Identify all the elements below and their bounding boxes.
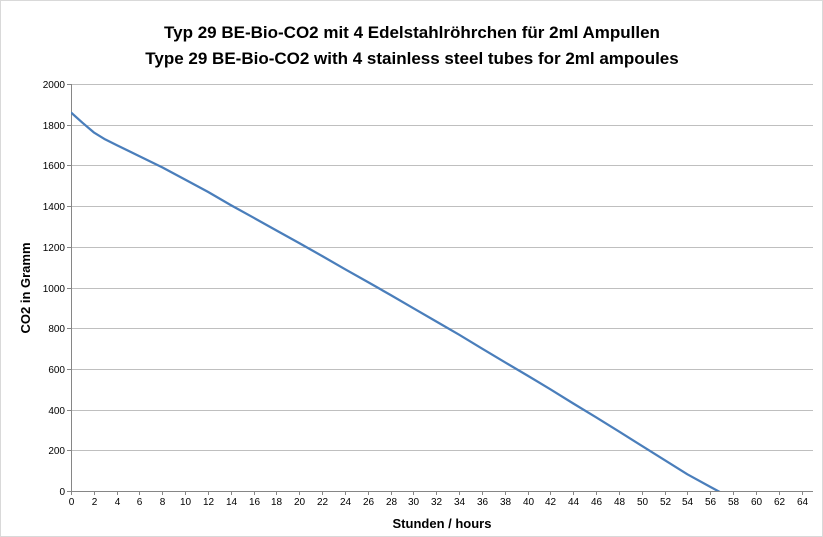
x-tick-label: 30 <box>408 497 420 508</box>
x-tick-label: 22 <box>317 497 329 508</box>
x-tick-label: 56 <box>705 497 717 508</box>
y-tick-label: 600 <box>48 365 65 376</box>
plot-area <box>71 111 721 491</box>
x-tick-label: 58 <box>728 497 740 508</box>
x-tick-label: 50 <box>637 497 649 508</box>
x-tick-label: 64 <box>797 497 809 508</box>
y-tick-label: 400 <box>48 406 65 417</box>
gridlines <box>71 84 813 451</box>
y-tick-label: 1400 <box>43 202 66 213</box>
x-axis-ticks: 0 2 4 6 8 10 12 14 16 18 20 22 24 26 28 30 32 34 36 38 40 42 4… <box>69 491 809 508</box>
x-tick-label: 16 <box>249 497 261 508</box>
x-tick-label: 0 <box>69 497 75 508</box>
chart-title: Typ 29 BE-Bio-CO2 mit 4 Edelstahlröhrche… <box>164 23 660 42</box>
y-tick-label: 1600 <box>43 161 66 172</box>
x-tick-label: 62 <box>774 497 786 508</box>
x-tick-label: 12 <box>203 497 215 508</box>
x-tick-label: 14 <box>226 497 238 508</box>
chart-subtitle: Type 29 BE-Bio-CO2 with 4 stainless stee… <box>145 49 678 68</box>
y-axis-ticks: 0 200 400 600 800 1000 1200 1400 1600 1800 2000 <box>43 80 71 498</box>
x-tick-label: 18 <box>271 497 283 508</box>
x-tick-label: 10 <box>180 497 192 508</box>
x-tick-label: 24 <box>340 497 352 508</box>
axes <box>71 84 813 492</box>
x-tick-label: 46 <box>591 497 603 508</box>
y-tick-label: 2000 <box>43 80 66 91</box>
x-tick-label: 38 <box>500 497 512 508</box>
x-tick-label: 8 <box>160 497 166 508</box>
x-tick-label: 6 <box>137 497 143 508</box>
y-axis-label: CO2 in Gramm <box>18 242 33 333</box>
x-tick-label: 32 <box>431 497 443 508</box>
y-tick-label: 0 <box>59 487 65 498</box>
x-axis-label: Stunden / hours <box>393 516 492 531</box>
x-tick-label: 52 <box>660 497 672 508</box>
y-tick-label: 1200 <box>43 243 66 254</box>
x-tick-label: 2 <box>92 497 98 508</box>
x-tick-label: 4 <box>115 497 121 508</box>
series-line <box>71 111 721 491</box>
x-tick-label: 44 <box>568 497 580 508</box>
x-tick-label: 28 <box>386 497 398 508</box>
y-tick-label: 200 <box>48 446 65 457</box>
x-tick-label: 48 <box>614 497 626 508</box>
x-tick-label: 54 <box>682 497 694 508</box>
x-tick-label: 34 <box>454 497 466 508</box>
y-tick-label: 800 <box>48 324 65 335</box>
x-tick-label: 36 <box>477 497 489 508</box>
x-tick-label: 40 <box>523 497 535 508</box>
x-tick-label: 42 <box>545 497 557 508</box>
x-tick-label: 26 <box>363 497 375 508</box>
x-tick-label: 60 <box>751 497 763 508</box>
y-tick-label: 1000 <box>43 284 66 295</box>
y-tick-label: 1800 <box>43 121 66 132</box>
x-tick-label: 20 <box>294 497 306 508</box>
